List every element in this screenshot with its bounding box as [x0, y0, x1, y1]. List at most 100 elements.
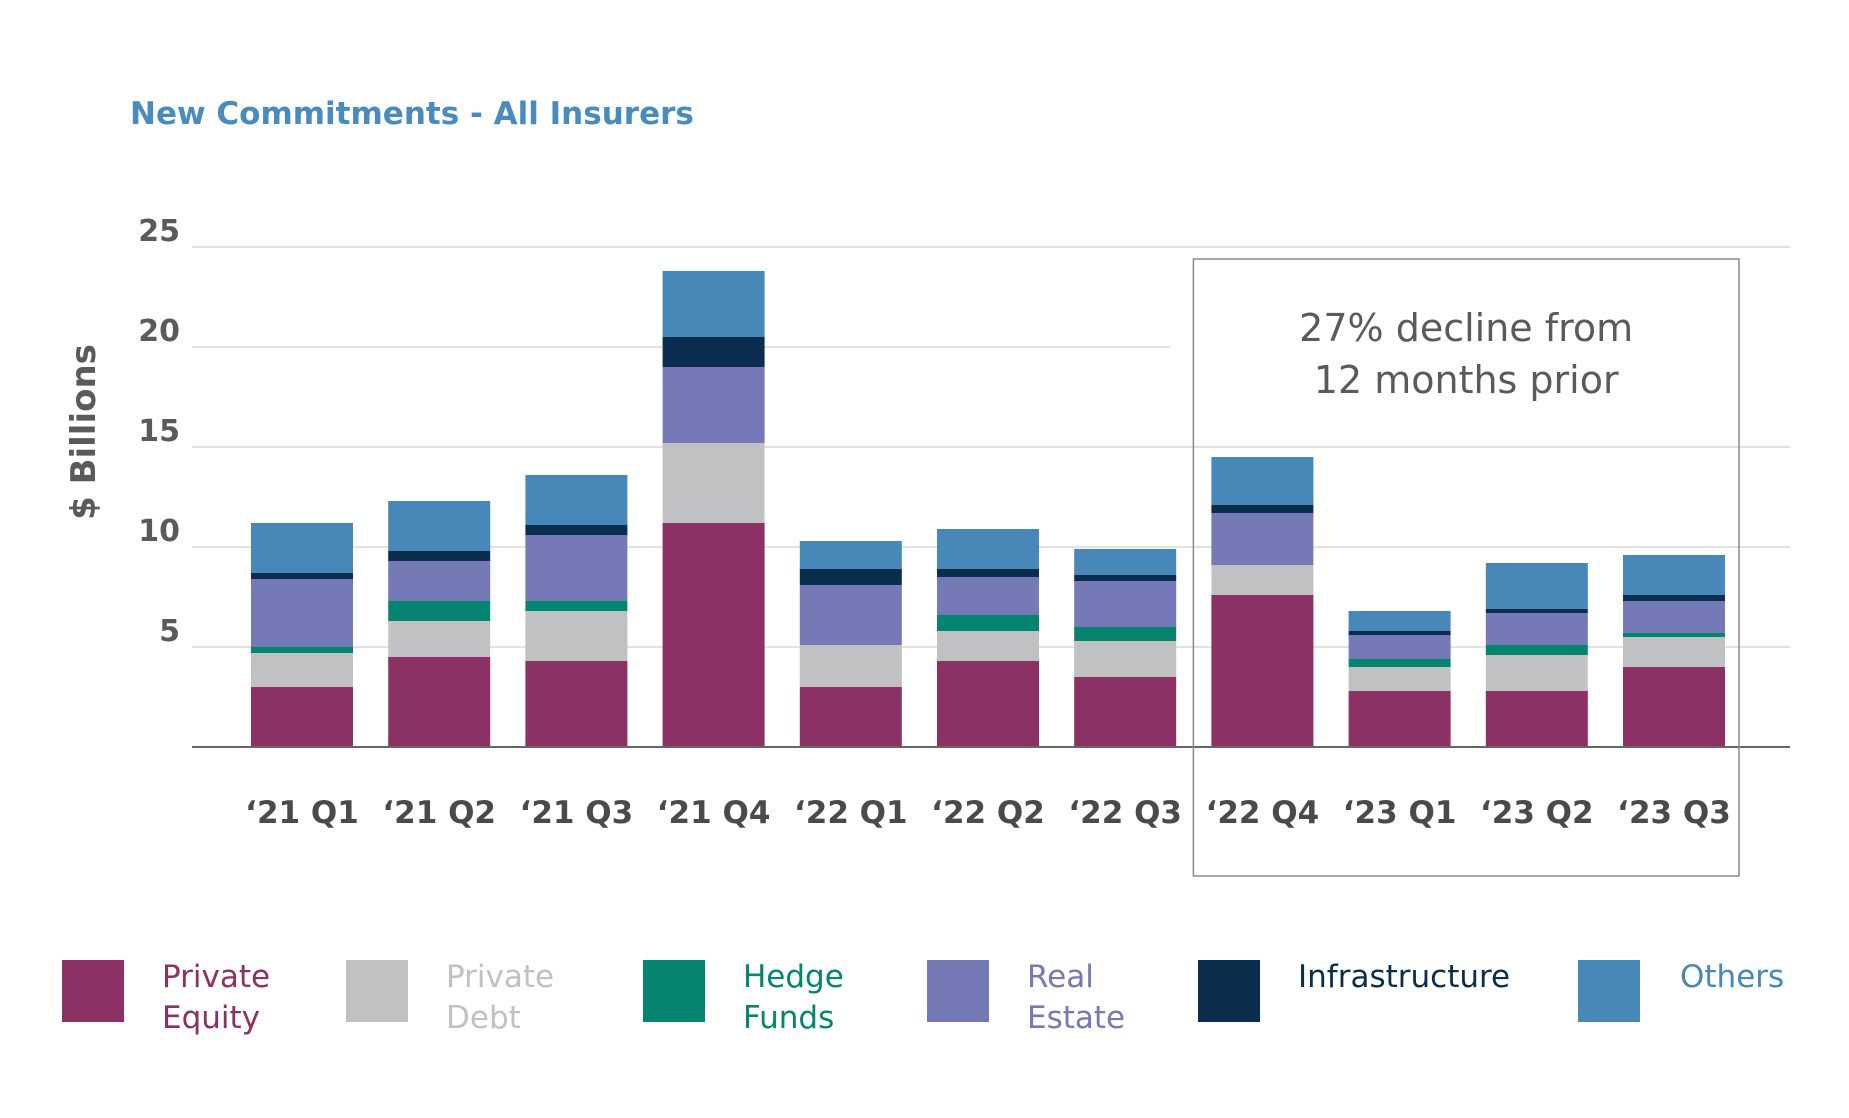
- y-axis-ticks: 5 10 15 20 25: [138, 214, 180, 649]
- bar-segment-real-estate: [1211, 513, 1314, 565]
- legend-swatch: [643, 960, 705, 1022]
- bar-segment-private-equity: [799, 687, 902, 747]
- annotation-text: 27% decline from: [1299, 306, 1633, 350]
- y-tick-label: 20: [138, 314, 180, 349]
- bar-segment-infrastructure: [251, 573, 353, 579]
- annotation-text: 12 months prior: [1314, 358, 1619, 402]
- bar-segment-real-estate: [1623, 601, 1725, 633]
- x-tick-label: ‘22 Q3: [1068, 795, 1182, 831]
- bar-segment-real-estate: [388, 561, 491, 601]
- bar-segment-infrastructure: [388, 551, 491, 561]
- legend-label: Infrastructure: [1298, 959, 1510, 995]
- bar-segment-infrastructure: [1074, 575, 1177, 581]
- bar-segment-real-estate: [1074, 581, 1177, 627]
- x-tick-label: ‘22 Q2: [931, 795, 1045, 831]
- x-tick-label: ‘22 Q4: [1206, 795, 1320, 831]
- y-tick-label: 10: [138, 514, 180, 549]
- x-tick-label: ‘21 Q1: [245, 795, 359, 831]
- bar-segment-private-equity: [1074, 677, 1177, 747]
- legend-item-real-estate: Real Estate: [927, 959, 1125, 1036]
- bar-segment-private-debt: [1348, 667, 1451, 691]
- annotation-box: 27% decline from 12 months prior: [1192, 258, 1740, 877]
- bar-segment-others: [937, 529, 1039, 569]
- legend-label: Real: [1027, 959, 1094, 995]
- bar-segment-others: [662, 271, 765, 337]
- legend-item-infrastructure: Infrastructure: [1198, 959, 1510, 1022]
- y-tick-label: 25: [138, 214, 180, 249]
- bar-segment-private-equity: [1485, 691, 1588, 747]
- legend: Private Equity Private Debt Hedge Funds Real Es…: [62, 959, 1784, 1036]
- bar-segment-real-estate: [799, 585, 902, 645]
- bar-segment-real-estate: [525, 535, 628, 601]
- bar-segment-private-equity: [1348, 691, 1451, 747]
- annotation-frame: [1192, 258, 1740, 877]
- bar-segment-private-debt: [1485, 655, 1588, 691]
- bar-segment-hedge-funds: [937, 615, 1039, 631]
- bar-segment-infrastructure: [799, 569, 902, 585]
- bars: [251, 271, 1725, 747]
- bar-segment-private-debt: [799, 645, 902, 687]
- bar-segment-private-debt: [525, 611, 628, 661]
- legend-item-others: Others: [1578, 959, 1784, 1022]
- legend-item-private-debt: Private Debt: [346, 959, 554, 1036]
- bar-segment-infrastructure: [525, 525, 628, 535]
- bar-segment-private-debt: [251, 653, 353, 687]
- bar-segment-private-equity: [662, 523, 765, 747]
- bar-segment-private-debt: [1623, 637, 1725, 667]
- legend-label: Debt: [446, 1000, 521, 1036]
- bar-segment-private-equity: [1623, 667, 1725, 747]
- bar-segment-infrastructure: [1211, 505, 1314, 513]
- chart-title: New Commitments - All Insurers: [130, 96, 694, 132]
- bar-segment-infrastructure: [1348, 631, 1451, 635]
- bar-segment-private-debt: [662, 443, 765, 523]
- bar-segment-private-debt: [937, 631, 1039, 661]
- x-tick-label: ‘22 Q1: [794, 795, 908, 831]
- bar-segment-hedge-funds: [1074, 627, 1177, 641]
- bar-segment-hedge-funds: [1485, 645, 1588, 655]
- bar-segment-private-equity: [388, 657, 491, 747]
- legend-label: Hedge: [743, 959, 844, 995]
- bar-segment-real-estate: [1348, 635, 1451, 659]
- x-tick-label: ‘21 Q4: [657, 795, 771, 831]
- bar-segment-others: [251, 523, 353, 573]
- bar-segment-infrastructure: [937, 569, 1039, 577]
- legend-label: Equity: [162, 1000, 260, 1036]
- x-tick-label: ‘21 Q3: [520, 795, 634, 831]
- x-axis-categories: ‘21 Q1 ‘21 Q2 ‘21 Q3 ‘21 Q4 ‘22 Q1 ‘22 Q2 ‘22 …: [245, 795, 1731, 831]
- y-tick-label: 5: [159, 614, 180, 649]
- bar-segment-infrastructure: [1485, 609, 1588, 613]
- bar-segment-private-equity: [525, 661, 628, 747]
- bar-segment-private-equity: [1211, 595, 1314, 747]
- legend-swatch: [346, 960, 408, 1022]
- bar-segment-real-estate: [251, 579, 353, 647]
- y-tick-label: 15: [138, 414, 180, 449]
- bar-segment-others: [525, 475, 628, 525]
- legend-label: Private: [446, 959, 554, 995]
- bar-segment-others: [388, 501, 491, 551]
- legend-item-hedge-funds: Hedge Funds: [643, 959, 844, 1036]
- legend-swatch: [927, 960, 989, 1022]
- x-tick-label: ‘23 Q2: [1480, 795, 1594, 831]
- x-tick-label: ‘23 Q3: [1617, 795, 1731, 831]
- x-tick-label: ‘21 Q2: [382, 795, 496, 831]
- bar-segment-hedge-funds: [388, 601, 491, 621]
- legend-swatch: [62, 960, 124, 1022]
- legend-swatch: [1578, 960, 1640, 1022]
- bar-segment-hedge-funds: [1348, 659, 1451, 667]
- legend-label: Others: [1680, 959, 1784, 995]
- legend-item-private-equity: Private Equity: [62, 959, 270, 1036]
- legend-swatch: [1198, 960, 1260, 1022]
- bar-segment-hedge-funds: [251, 647, 353, 653]
- bar-segment-others: [1211, 457, 1314, 505]
- bar-segment-hedge-funds: [1623, 633, 1725, 637]
- y-axis-label: $ Billions: [64, 344, 104, 520]
- bar-segment-hedge-funds: [525, 601, 628, 611]
- bar-segment-private-equity: [251, 687, 353, 747]
- bar-segment-infrastructure: [662, 337, 765, 367]
- bar-segment-others: [1348, 611, 1451, 631]
- bar-segment-real-estate: [1485, 613, 1588, 645]
- legend-label: Estate: [1027, 1000, 1125, 1036]
- bar-segment-private-debt: [388, 621, 491, 657]
- bar-segment-others: [1623, 555, 1725, 595]
